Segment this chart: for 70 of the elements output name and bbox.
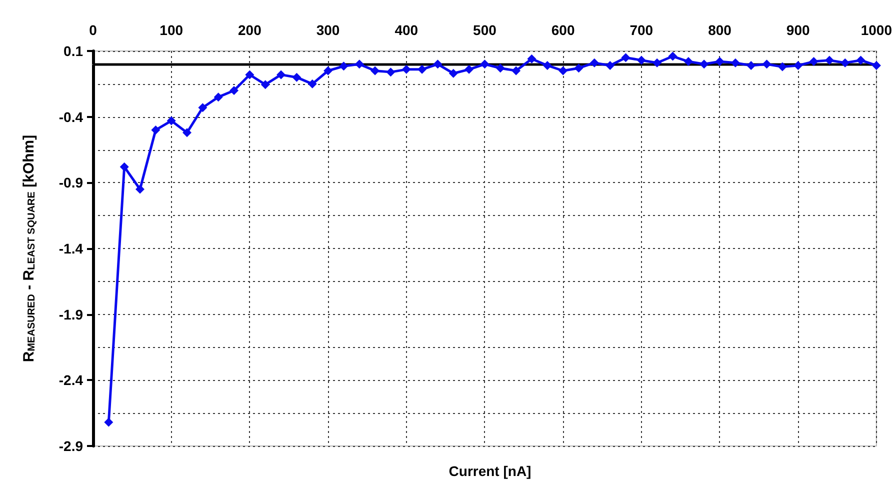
point — [354, 60, 364, 69]
y-tick-label: -2.4 — [58, 372, 84, 388]
point — [292, 72, 302, 82]
x-axis-title: Current [nA] — [448, 463, 532, 479]
point — [418, 64, 427, 74]
x-tick-label: 800 — [708, 22, 732, 38]
x-tick-label: 300 — [316, 22, 340, 38]
point — [621, 53, 630, 62]
point — [652, 58, 662, 68]
point — [104, 418, 114, 427]
y-axis-title: RMEASURED - RLEAST SQUARE [kOhm] — [20, 134, 38, 362]
x-tick-label: 0 — [89, 22, 98, 38]
point — [120, 162, 129, 172]
point — [260, 80, 270, 90]
point — [386, 68, 396, 77]
point — [182, 128, 192, 138]
point — [668, 52, 678, 61]
y-tick-label: -0.9 — [58, 174, 84, 191]
point — [464, 64, 474, 74]
point — [636, 56, 646, 65]
point — [794, 60, 803, 70]
point — [448, 68, 458, 78]
y-tick-label: -1.9 — [58, 306, 84, 322]
y-tick-label: 0.1 — [64, 43, 84, 59]
point — [230, 86, 239, 95]
point — [214, 92, 223, 102]
point — [778, 62, 787, 72]
point — [856, 56, 866, 65]
y-tick-label: -2.9 — [58, 438, 84, 454]
point — [166, 116, 176, 126]
point — [308, 79, 317, 88]
point — [339, 62, 348, 71]
point — [245, 70, 254, 80]
point — [809, 57, 818, 66]
point — [746, 60, 756, 70]
x-tick-label: 1000 — [860, 22, 892, 38]
point — [324, 66, 333, 76]
point — [527, 54, 536, 64]
x-tick-label: 100 — [160, 22, 184, 38]
point — [558, 66, 568, 76]
x-tick-label: 200 — [238, 22, 262, 38]
point — [198, 103, 208, 112]
point — [370, 66, 380, 76]
x-tick-label: 600 — [551, 22, 575, 38]
point — [762, 60, 772, 69]
point — [496, 64, 505, 73]
point — [276, 70, 286, 80]
x-tick-label: 700 — [630, 22, 654, 38]
point — [433, 60, 442, 69]
x-tick-label: 500 — [473, 22, 497, 38]
point — [872, 60, 881, 70]
y-tick-label: -0.4 — [58, 108, 84, 125]
point — [590, 58, 599, 68]
point — [402, 64, 411, 74]
x-tick-label: 900 — [786, 22, 810, 38]
point — [700, 60, 709, 69]
point — [480, 60, 490, 69]
y-tick-label: -1.4 — [58, 240, 84, 256]
point — [136, 184, 145, 194]
point — [574, 64, 584, 73]
point — [512, 66, 521, 76]
point — [684, 57, 693, 66]
point — [606, 60, 615, 70]
point — [151, 126, 160, 134]
point — [542, 60, 552, 70]
point — [730, 58, 740, 68]
point — [824, 56, 834, 65]
point — [840, 58, 850, 68]
point — [715, 57, 724, 66]
x-tick-label: 400 — [394, 22, 418, 38]
